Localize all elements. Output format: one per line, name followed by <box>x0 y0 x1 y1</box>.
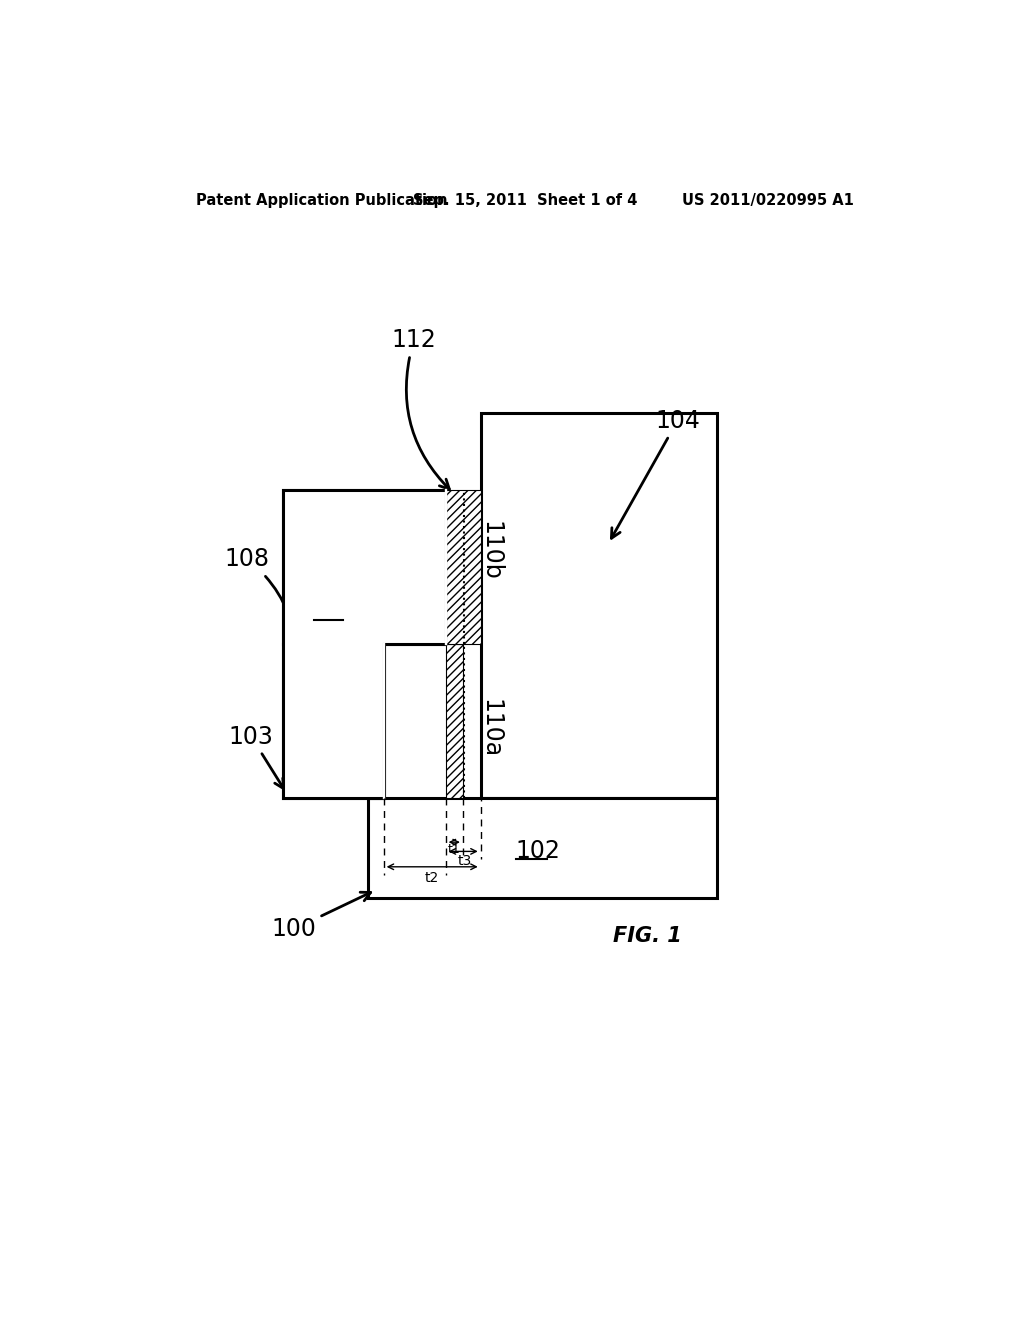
Text: 108: 108 <box>225 548 299 653</box>
Text: t3: t3 <box>458 854 472 867</box>
Text: 102: 102 <box>515 840 560 863</box>
Text: 110a: 110a <box>478 698 503 758</box>
Text: t1: t1 <box>447 843 461 857</box>
Text: t2: t2 <box>425 871 439 884</box>
Bar <box>283 490 445 644</box>
Bar <box>369 797 717 898</box>
Text: 106: 106 <box>314 601 358 624</box>
Bar <box>445 490 480 644</box>
Text: FIG. 1: FIG. 1 <box>613 927 682 946</box>
Text: Patent Application Publication: Patent Application Publication <box>197 193 447 209</box>
Bar <box>480 412 717 797</box>
Text: 104: 104 <box>611 409 699 539</box>
Text: 110b: 110b <box>478 521 503 581</box>
Text: 100: 100 <box>271 892 371 941</box>
Text: 103: 103 <box>228 725 284 788</box>
Text: US 2011/0220995 A1: US 2011/0220995 A1 <box>682 193 853 209</box>
Polygon shape <box>283 490 445 797</box>
Bar <box>445 644 463 797</box>
Bar <box>283 644 384 797</box>
Text: Sep. 15, 2011  Sheet 1 of 4: Sep. 15, 2011 Sheet 1 of 4 <box>413 193 637 209</box>
Text: 112: 112 <box>391 329 450 490</box>
